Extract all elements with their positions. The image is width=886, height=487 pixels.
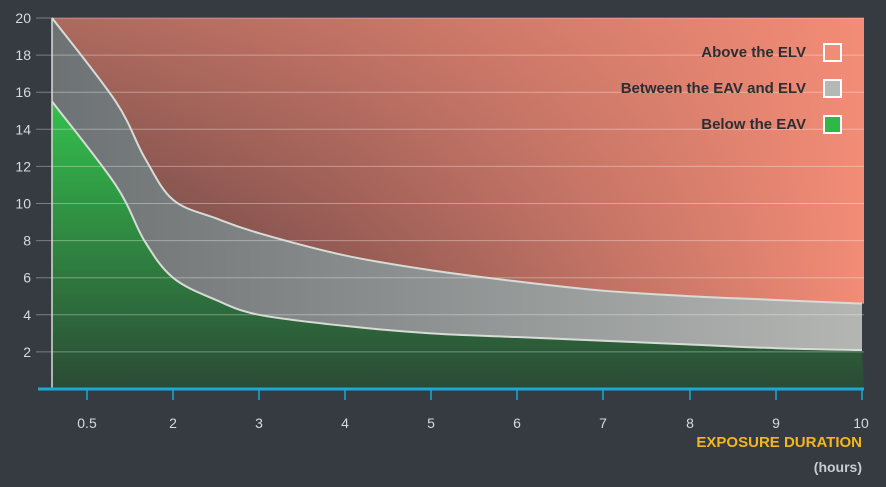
- legend-swatch: [823, 79, 842, 98]
- elv-curve: [51, 17, 863, 305]
- x-tick-label: 8: [686, 415, 694, 431]
- y-tick-label: 14: [15, 121, 31, 137]
- x-tick-label: 0.5: [77, 415, 97, 431]
- legend: Above the ELV Between the EAV and ELV Belo…: [621, 43, 842, 134]
- x-tick-label: 2: [169, 415, 177, 431]
- y-tick-label: 4: [23, 307, 31, 323]
- x-tick-label: 9: [772, 415, 780, 431]
- region-between-eav-elv: [52, 18, 862, 351]
- x-tick-label: 3: [255, 415, 263, 431]
- x-tick-label: 6: [513, 415, 521, 431]
- y-tick-label: 8: [23, 233, 31, 249]
- y-tick-label: 10: [15, 196, 31, 212]
- x-tick-label: 4: [341, 415, 349, 431]
- y-tick-label: 12: [15, 158, 31, 174]
- legend-swatch: [823, 43, 842, 62]
- x-axis-label: EXPOSURE DURATION: [696, 434, 862, 451]
- legend-label: Above the ELV: [701, 44, 806, 61]
- legend-label: Between the EAV and ELV: [621, 80, 806, 97]
- region-above-elv-glow: [52, 18, 864, 304]
- region-below-eav: [52, 101, 864, 389]
- x-axis-unit: (hours): [814, 459, 862, 475]
- y-tick-label: 6: [23, 270, 31, 286]
- y-tick-label: 16: [15, 84, 31, 100]
- legend-label: Below the EAV: [701, 116, 806, 133]
- x-tick-label: 10: [853, 415, 869, 431]
- x-axis: 0.5 2 3 4 5 6 7 8 9 10: [77, 389, 869, 431]
- y-tick-label: 20: [15, 10, 31, 26]
- y-axis: 2 4 6 8 10 12 14 16 18 20: [15, 10, 53, 389]
- x-tick-label: 7: [599, 415, 607, 431]
- eav-curve: [51, 100, 863, 352]
- x-tick-label: 5: [427, 415, 435, 431]
- y-tick-label: 2: [23, 344, 31, 360]
- y-tick-label: 18: [15, 47, 31, 63]
- legend-swatch: [823, 115, 842, 134]
